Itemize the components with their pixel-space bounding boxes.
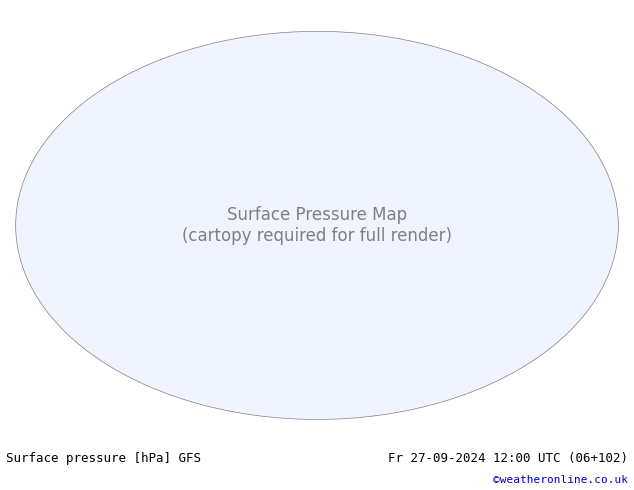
Text: Surface pressure [hPa] GFS: Surface pressure [hPa] GFS [6, 452, 202, 465]
Ellipse shape [16, 31, 618, 419]
Text: ©weatheronline.co.uk: ©weatheronline.co.uk [493, 475, 628, 485]
Text: Surface Pressure Map
(cartopy required for full render): Surface Pressure Map (cartopy required f… [182, 206, 452, 245]
Text: Fr 27-09-2024 12:00 UTC (06+102): Fr 27-09-2024 12:00 UTC (06+102) [387, 452, 628, 465]
